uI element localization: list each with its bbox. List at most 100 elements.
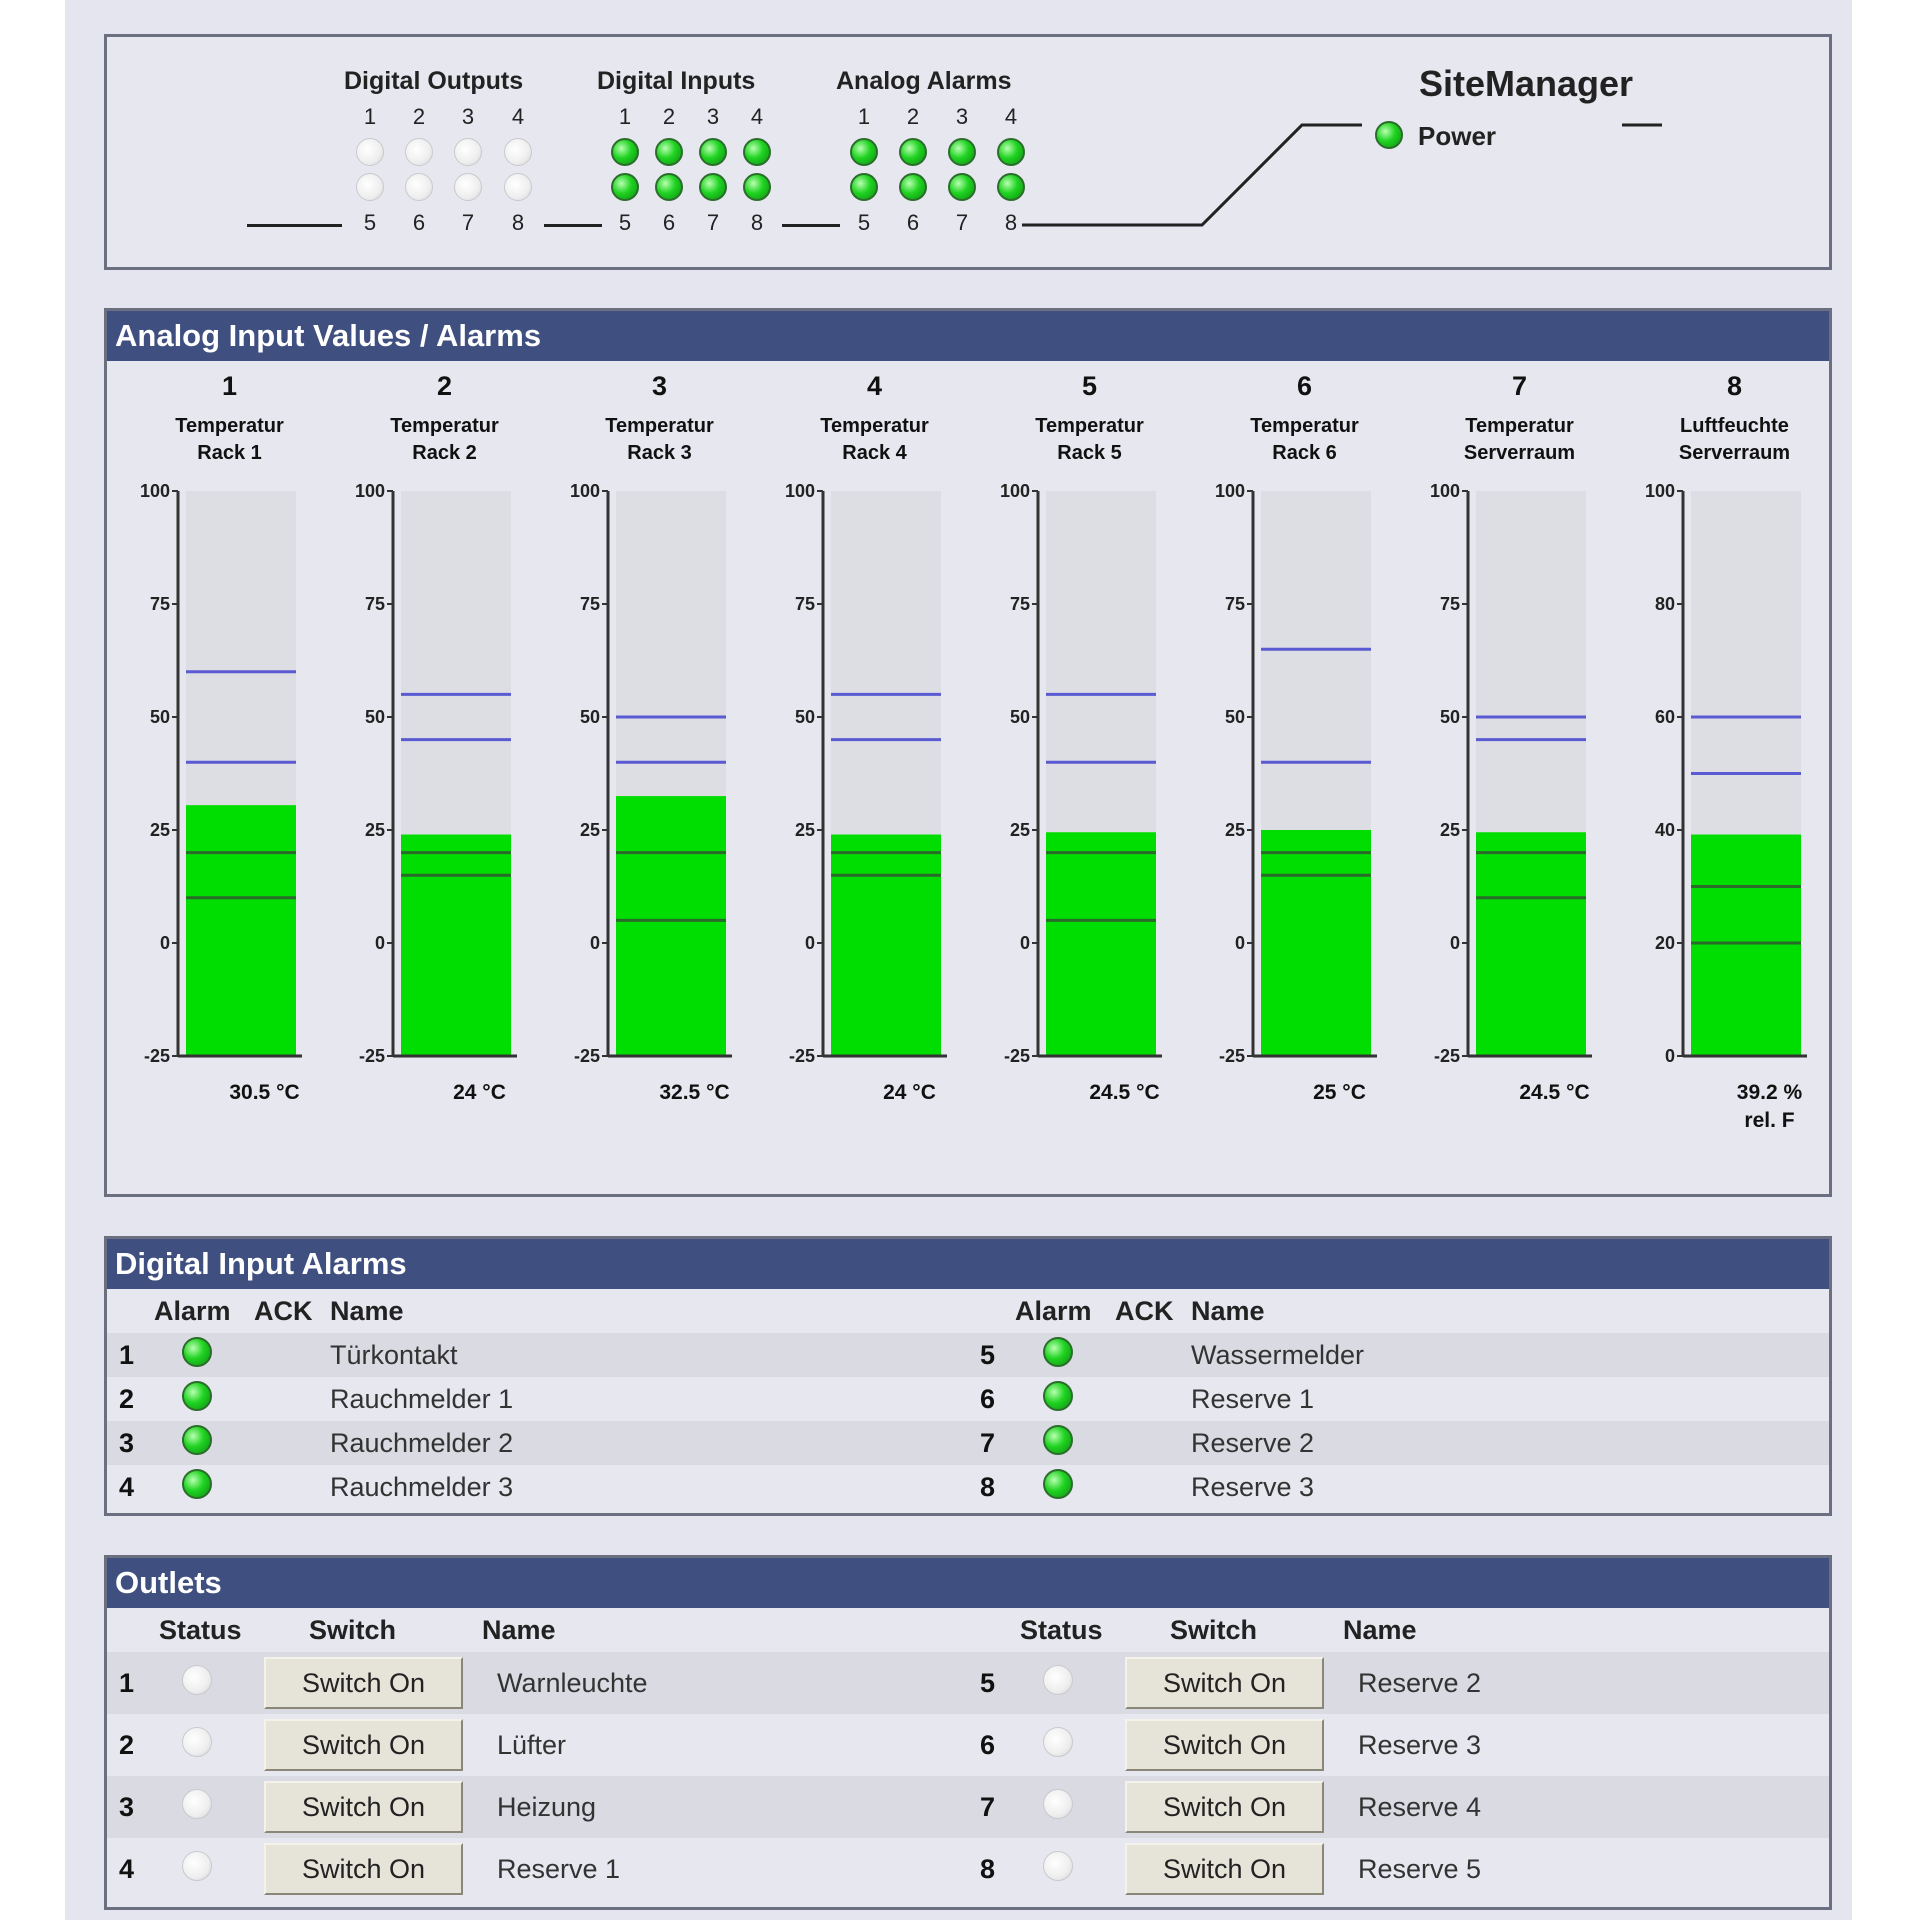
row-number: 2 [119,1729,135,1760]
y-tick-label: 20 [1655,933,1675,953]
channel-label-line1: Temperatur [605,415,714,437]
analog-alarm-led-7 [948,173,976,201]
channel-value-text: 30.5 °C [229,1081,300,1104]
name-column-header: Name [330,1295,404,1326]
y-tick-label: 0 [805,933,815,953]
row-number: 7 [968,1421,1015,1465]
y-tick-label: 0 [375,933,385,953]
switch-on-button[interactable]: Switch On [1125,1781,1324,1833]
channel-number: 3 [651,371,668,401]
bus-line [782,224,840,227]
switch-on-button[interactable]: Switch On [264,1843,463,1895]
analog-alarm-number: 1 [857,104,871,129]
digital-alarms-header-row: Alarm ACK Name Alarm ACK Name [107,1289,1829,1333]
switch-on-button[interactable]: Switch On [264,1657,463,1709]
ack-cell [254,1377,330,1421]
channel-label-line2: Rack 4 [842,442,907,464]
outlet-name: Lüfter [497,1729,567,1760]
table-row: 4 Rauchmelder 3 8 Reserve 3 [107,1465,1829,1509]
digital-inputs-title: Digital Inputs [597,67,756,95]
input-name: Reserve 3 [1191,1471,1315,1502]
switch-column-header: Switch [309,1614,397,1645]
analog-alarm-led-6 [899,173,927,201]
digital-input-number: 1 [618,104,632,129]
switch-on-button[interactable]: Switch On [264,1781,463,1833]
row-number: 1 [107,1333,154,1377]
analog-alarm-led-4 [997,138,1025,166]
analog-alarm-led-2 [899,138,927,166]
alarm-led-icon [1043,1468,1073,1499]
table-row: 1 Türkontakt 5 Wassermelder [107,1333,1829,1377]
value-bar [1046,832,1156,1056]
row-number: 8 [980,1853,996,1884]
channel-label-line2: Rack 1 [197,442,262,464]
digital-output-number: 8 [511,210,525,235]
channel-bar-chart: 100 75 50 25 0 -25 [140,481,302,1066]
analog-alarm-led-8 [997,173,1025,201]
bus-line-to-site-manager [1022,123,1662,227]
y-tick-label: 40 [1655,820,1675,840]
channel-label-line1: Temperatur [175,415,284,437]
switch-on-button[interactable]: Switch On [1125,1719,1324,1771]
y-tick-label: -25 [1004,1046,1030,1066]
digital-input-number: 3 [706,104,720,129]
table-row: 3 Rauchmelder 2 7 Reserve 2 [107,1421,1829,1465]
y-tick-label: 50 [1440,707,1460,727]
alarm-led-icon [182,1336,212,1367]
y-tick-label: 80 [1655,594,1675,614]
row-number: 3 [107,1776,154,1838]
channel-number: 8 [1726,371,1743,401]
y-tick-label: 0 [1020,933,1030,953]
alarm-led-icon [182,1468,212,1499]
digital-output-number: 2 [412,104,426,129]
y-tick-label: 0 [590,933,600,953]
analog-channel-5: 5 Temperatur Rack 5 100 75 50 25 0 -25 24.5 °C [982,361,1197,1197]
channel-value: 24.5 °C [1052,1079,1197,1107]
channel-value-text: 24.5 °C [1089,1081,1160,1104]
y-tick-label: 50 [365,707,385,727]
y-tick-label: 100 [1430,481,1460,501]
switch-on-button[interactable]: Switch On [1125,1657,1324,1709]
digital-input-led-2 [655,138,683,166]
table-row: 3 Switch On Heizung 7 Switch On Reserve … [107,1776,1829,1838]
y-tick-label: -25 [1434,1046,1460,1066]
digital-alarms-table: Alarm ACK Name Alarm ACK Name 1 Türkonta… [107,1289,1829,1509]
channel-value: 39.2 % rel. F [1697,1079,1842,1135]
row-number: 4 [119,1471,135,1502]
y-tick-label: -25 [789,1046,815,1066]
channel-label-line2: Serverraum [1463,442,1576,464]
bus-line [544,224,602,227]
outlet-status-led-icon [182,1850,212,1881]
input-name: Rauchmelder 2 [330,1421,968,1465]
analog-alarm-number: 5 [857,210,871,235]
channel-number: 2 [436,371,453,401]
switch-on-button[interactable]: Switch On [1125,1843,1324,1895]
y-tick-label: 0 [160,933,170,953]
channel-value-unit: rel. F [1744,1109,1795,1132]
site-manager-title: SiteManager [1419,63,1634,104]
outlet-name: Warnleuchte [482,1652,968,1714]
analog-channel-4: 4 Temperatur Rack 4 100 75 50 25 0 -25 24 °C [767,361,982,1197]
channel-value: 32.5 °C [622,1079,767,1107]
power-label: Power [1418,121,1497,151]
analog-channel-1: 1 Temperatur Rack 1 100 75 50 25 0 -25 30.5 °C [122,361,337,1197]
value-bar [1476,832,1586,1056]
digital-alarms-title: Digital Input Alarms [107,1239,1829,1289]
digital-input-led-4 [743,138,771,166]
outlet-status-led-icon [1043,1664,1073,1695]
channel-value: 25 °C [1267,1079,1412,1107]
outlet-name: Heizung [482,1776,968,1838]
channel-label: Temperatur Rack 6 [1197,413,1412,467]
digital-output-led-5 [356,173,384,201]
y-tick-label: 25 [795,820,815,840]
y-tick-label: 25 [580,820,600,840]
input-name: Wassermelder [1191,1333,1829,1377]
value-bar [831,834,941,1056]
analog-alarm-number: 3 [955,104,969,129]
y-tick-label: 50 [150,707,170,727]
channel-value: 24 °C [407,1079,552,1107]
y-tick-label: 75 [795,594,815,614]
analog-alarm-number: 2 [906,104,920,129]
digital-input-alarms-panel: Digital Input Alarms Alarm ACK Name Alar… [104,1236,1832,1516]
switch-on-button[interactable]: Switch On [264,1719,463,1771]
